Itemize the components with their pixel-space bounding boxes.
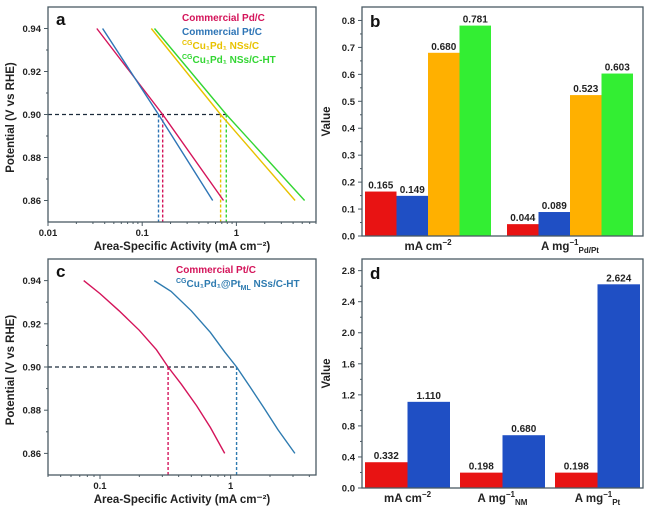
series-line-commercial-pt-c — [102, 28, 214, 201]
panel-label: a — [56, 10, 66, 29]
y-tick-label: 0.4 — [342, 452, 356, 463]
panel-b: 0.0 0.1 0.2 0.3 0.4 0.5 0.6 0.7 0.8 0.165 0.149 0.6… — [321, 6, 644, 255]
y-tick-label: 1.2 — [342, 390, 355, 401]
data-label: 0.089 — [542, 201, 567, 212]
plot-frame — [47, 6, 317, 223]
x-tick-label: 0.1 — [136, 228, 150, 239]
legend-entry: CGCu₁Pd₁ NSs/C-HT — [182, 54, 276, 66]
data-label: 0.165 — [368, 181, 393, 192]
bar-cgcu1pd1-ptml-nss-c-ht — [502, 435, 545, 488]
y-tick-label: 0.2 — [342, 178, 355, 189]
y-tick-label: 0.0 — [342, 232, 355, 243]
panel-a: 0.86 0.88 0.90 0.92 0.94 0.01 0.1 1 a Area-Specif… — [5, 6, 317, 253]
y-tick-label: 0.5 — [342, 97, 356, 108]
panel-label: d — [370, 264, 380, 283]
legend-entry: CGCu₁Pd₁ NSs/C — [182, 40, 259, 52]
bar-commercial-pt-c — [365, 462, 408, 488]
y-axis-label: Potential (V vs RHE) — [5, 62, 17, 173]
bar-commercial-pt-c — [396, 195, 428, 236]
bar-commercial-pt-c — [555, 472, 598, 488]
y-tick-label: 0.7 — [342, 43, 355, 54]
y-tick-label: 0.88 — [23, 153, 42, 164]
legend-entry: Commercial Pt/C — [176, 265, 256, 276]
y-tick-label: 1.6 — [342, 359, 355, 370]
y-tick-label: 0.0 — [342, 484, 355, 495]
y-tick-label: 2.0 — [342, 328, 355, 339]
legend-entry: Commercial Pd/C — [182, 13, 265, 24]
data-label: 0.198 — [469, 462, 494, 473]
series-line-commercial-pt-c — [83, 280, 226, 454]
series-line-commercial-pd-c — [96, 28, 225, 201]
bar-commercial-pt-c — [538, 212, 570, 236]
legend-entry: Commercial Pt/C — [182, 27, 262, 38]
panel-d: 0.0 0.4 0.8 1.2 1.6 2.0 2.4 2.8 0.332 1.110 mA cm−… — [321, 258, 644, 507]
y-tick-label: 0.92 — [23, 67, 42, 78]
y-tick-label: 0.1 — [342, 205, 356, 216]
y-tick-label: 0.90 — [23, 363, 42, 374]
y-tick-label: 0.3 — [342, 151, 355, 162]
plot-frame — [361, 258, 644, 489]
data-label: 0.680 — [511, 424, 536, 435]
x-tick-label: 0.1 — [93, 481, 107, 492]
y-axis-label: Value — [321, 358, 333, 388]
data-label: 1.110 — [417, 391, 442, 402]
y-axis-label: Value — [321, 106, 333, 136]
data-label: 0.044 — [510, 213, 535, 224]
y-tick-label: 0.86 — [23, 196, 42, 207]
panel-label: c — [56, 262, 65, 281]
x-tick-label: 1 — [234, 228, 240, 239]
y-tick-label: 0.92 — [23, 319, 42, 330]
y-tick-label: 0.94 — [23, 24, 42, 35]
x-tick-label: 0.01 — [39, 228, 58, 239]
data-label: 0.603 — [605, 63, 630, 74]
data-label: 0.523 — [573, 84, 598, 95]
panel-label: b — [370, 12, 380, 31]
bar-cgcu1pd1-nss-c — [570, 95, 602, 236]
bar-cgcu1pd1-nss-c-ht — [459, 25, 491, 236]
y-tick-label: 0.8 — [342, 16, 355, 27]
y-tick-label: 0.94 — [23, 276, 42, 287]
bar-commercial-pd-c — [507, 224, 539, 236]
y-axis-label: Potential (V vs RHE) — [5, 315, 17, 426]
plot-frame — [361, 6, 644, 237]
y-tick-label: 0.6 — [342, 70, 355, 81]
data-label: 0.680 — [431, 42, 456, 53]
category-label: mA cm−2 — [384, 490, 432, 505]
data-label: 0.332 — [374, 451, 399, 462]
panel-c: 0.86 0.88 0.90 0.92 0.94 0.1 1 c Area-Specific A… — [5, 258, 317, 506]
series-line-cgcu1pd1-nss-c-ht — [153, 28, 306, 201]
bar-cgcu1pd1-ptml-nss-c-ht — [407, 401, 450, 488]
series-line-cgcu1pd1-nss-c — [150, 28, 296, 201]
x-tick-label: 1 — [228, 481, 234, 492]
plot-frame — [47, 258, 317, 476]
y-tick-label: 0.8 — [342, 421, 355, 432]
data-label: 0.198 — [564, 462, 589, 473]
bar-cgcu1pd1-ptml-nss-c-ht — [597, 284, 640, 488]
bar-cgcu1pd1-nss-c — [428, 52, 460, 236]
x-axis-label: Area-Specific Activity (mA cm⁻²) — [94, 241, 271, 253]
y-tick-label: 2.4 — [342, 297, 356, 308]
legend-entry: CGCu₁Pd₁@PtML NSs/C-HT — [176, 278, 300, 292]
data-label: 0.781 — [463, 15, 488, 26]
category-label: A mg−1Pt — [575, 490, 621, 507]
bar-commercial-pd-c — [365, 191, 397, 236]
y-tick-label: 0.86 — [23, 449, 42, 460]
category-label: A mg−1Pd/Pt — [541, 238, 599, 255]
y-tick-label: 2.8 — [342, 266, 355, 277]
series-line-cgcu1pd1-ptml-nss-c-ht — [153, 280, 296, 454]
bar-commercial-pt-c — [460, 472, 503, 488]
y-tick-label: 0.4 — [342, 124, 356, 135]
data-label: 0.149 — [400, 185, 425, 196]
y-tick-label: 0.90 — [23, 110, 42, 121]
x-axis-label: Area-Specific Activity (mA cm⁻²) — [94, 494, 271, 506]
data-label: 2.624 — [606, 273, 631, 284]
y-tick-label: 0.88 — [23, 406, 42, 417]
category-label: mA cm−2 — [404, 238, 452, 253]
category-label: A mg−1NM — [478, 490, 528, 507]
bar-cgcu1pd1-nss-c-ht — [601, 73, 633, 236]
